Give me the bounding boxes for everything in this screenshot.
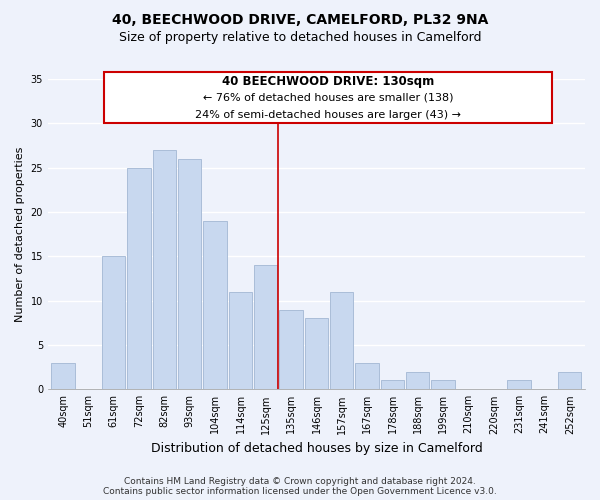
Bar — [406, 372, 430, 390]
Bar — [178, 159, 202, 390]
Bar — [203, 221, 227, 390]
Bar — [127, 168, 151, 390]
Bar — [102, 256, 125, 390]
Bar — [52, 362, 75, 390]
Text: 40, BEECHWOOD DRIVE, CAMELFORD, PL32 9NA: 40, BEECHWOOD DRIVE, CAMELFORD, PL32 9NA — [112, 12, 488, 26]
Bar — [280, 310, 303, 390]
Text: Contains HM Land Registry data © Crown copyright and database right 2024.: Contains HM Land Registry data © Crown c… — [124, 476, 476, 486]
X-axis label: Distribution of detached houses by size in Camelford: Distribution of detached houses by size … — [151, 442, 482, 455]
Text: Contains public sector information licensed under the Open Government Licence v3: Contains public sector information licen… — [103, 486, 497, 496]
FancyBboxPatch shape — [104, 72, 552, 124]
Bar — [508, 380, 531, 390]
Bar — [153, 150, 176, 390]
Bar — [229, 292, 252, 390]
Text: ← 76% of detached houses are smaller (138): ← 76% of detached houses are smaller (13… — [203, 92, 453, 102]
Bar — [431, 380, 455, 390]
Bar — [330, 292, 353, 390]
Text: Size of property relative to detached houses in Camelford: Size of property relative to detached ho… — [119, 32, 481, 44]
Bar — [254, 265, 277, 390]
Bar — [558, 372, 581, 390]
Y-axis label: Number of detached properties: Number of detached properties — [15, 146, 25, 322]
Bar — [305, 318, 328, 390]
Bar — [381, 380, 404, 390]
Bar — [355, 362, 379, 390]
Text: 40 BEECHWOOD DRIVE: 130sqm: 40 BEECHWOOD DRIVE: 130sqm — [222, 76, 434, 88]
Text: 24% of semi-detached houses are larger (43) →: 24% of semi-detached houses are larger (… — [195, 110, 461, 120]
